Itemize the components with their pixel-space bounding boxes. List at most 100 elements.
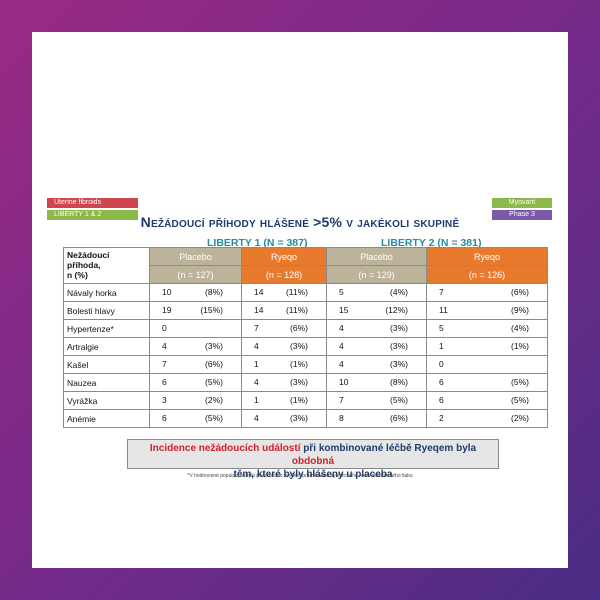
count-value: 10 [339,377,349,387]
note-line2: těm, které byly hlášeny u placeba [233,469,393,480]
table-row: Anémie 6 (5%) 4 (3%) 8 (6%) 2 (2%) [63,409,548,428]
row-label: Nauzea [63,373,150,392]
value-cell: 1 (1%) [241,355,327,374]
value-cell: 6 (5%) [149,409,242,428]
count-value: 0 [439,359,444,369]
slide: Uterine fibroids LIBERTY 1 & 2 Myovant P… [32,32,568,568]
percent-value: (3%) [390,359,408,369]
percent-value: (3%) [390,323,408,333]
count-value: 4 [254,377,259,387]
summary-note: Incidence nežádoucích událostí při kombi… [127,439,499,480]
count-value: 1 [254,395,259,405]
value-cell: 14 (11%) [241,283,327,302]
percent-value: (1%) [290,395,308,405]
percent-value: (15%) [200,305,223,315]
table-row: Artralgie 4 (3%) 4 (3%) 4 (3%) 1 (1%) [63,337,548,356]
note-part1: Incidence nežádoucích událostí [149,443,301,454]
group-name-ryeqo-1: Ryeqo [241,247,327,266]
value-cell: 4 (3%) [326,355,427,374]
table-row: Bolesti hlavy 19 (15%) 14 (11%) 15 (12%) 11 (9%) [63,301,548,320]
liberty2-heading: LIBERTY 2 (N = 381) [381,237,482,249]
count-value: 3 [162,395,167,405]
percent-value: (4%) [390,287,408,297]
percent-value: (3%) [290,341,308,351]
count-value: 7 [162,359,167,369]
row-label: Anémie [63,409,150,428]
value-cell: 5 (4%) [326,283,427,302]
count-value: 7 [254,323,259,333]
count-value: 5 [339,287,344,297]
row-label: Bolesti hlavy [63,301,150,320]
value-cell: 10 (8%) [326,373,427,392]
count-value: 11 [439,305,448,315]
phase-tag: Phase 3 [492,210,552,220]
percent-value: (9%) [511,305,529,315]
value-cell: 19 (15%) [149,301,242,320]
header-label-cell: Nežádoucí příhoda, n (%) [63,247,150,284]
liberty1-heading: LIBERTY 1 (N = 387) [207,237,308,249]
count-value: 8 [339,413,344,423]
percent-value: (1%) [290,359,308,369]
percent-value: (1%) [511,341,529,351]
percent-value: (3%) [290,413,308,423]
value-cell: 15 (12%) [326,301,427,320]
row-label: Artralgie [63,337,150,356]
count-value: 7 [439,287,444,297]
value-cell: 8 (6%) [326,409,427,428]
value-cell: 7 (5%) [326,391,427,410]
value-cell: 5 (4%) [426,319,548,338]
value-cell: 11 (9%) [426,301,548,320]
header-label-line: Nežádoucí [67,250,110,260]
percent-value: (5%) [205,377,223,387]
value-cell: 4 (3%) [241,409,327,428]
row-label: Vyrážka [63,391,150,410]
value-cell: 6 (5%) [426,391,548,410]
value-cell: 6 (5%) [149,373,242,392]
value-cell: 4 (3%) [326,337,427,356]
count-value: 1 [439,341,444,351]
count-value: 2 [439,413,444,423]
header-label-line: n (%) [67,270,88,280]
percent-value: (6%) [290,323,308,333]
group-name-placebo-1: Placebo [149,247,242,266]
value-cell: 0 [426,355,548,374]
table-row: Vyrážka 3 (2%) 1 (1%) 7 (5%) 6 (5%) [63,391,548,410]
percent-value: (3%) [205,341,223,351]
table-row: Kašel 7 (6%) 1 (1%) 4 (3%) 0 [63,355,548,374]
percent-value: (3%) [390,341,408,351]
value-cell: 10 (8%) [149,283,242,302]
group-n-ryeqo-1: (n = 128) [241,265,327,284]
liberty-tag: LIBERTY 1 & 2 [47,210,138,220]
group-name-placebo-2: Placebo [326,247,427,266]
table-row: Hypertenze* 0 7 (6%) 4 (3%) 5 (4%) [63,319,548,338]
count-value: 19 [162,305,172,315]
count-value: 5 [439,323,444,333]
value-cell: 7 (6%) [426,283,548,302]
myovant-tag: Myovant [492,198,552,208]
note-part3: obdobná [291,456,335,467]
percent-value: (5%) [511,377,529,387]
count-value: 0 [162,323,167,333]
percent-value: (6%) [205,359,223,369]
row-label: Hypertenze* [63,319,150,338]
adverse-events-table: Nežádoucí příhoda, n (%) Placebo Ryeqo P… [63,247,548,428]
percent-value: (5%) [205,413,223,423]
percent-value: (11%) [285,287,308,297]
percent-value: (5%) [390,395,408,405]
header-label-line: příhoda, [67,260,101,270]
count-value: 6 [439,377,444,387]
value-cell: 0 [149,319,242,338]
value-cell: 4 (3%) [149,337,242,356]
count-value: 4 [339,323,344,333]
percent-value: (8%) [205,287,223,297]
count-value: 14 [254,305,264,315]
value-cell: 14 (11%) [241,301,327,320]
count-value: 14 [254,287,264,297]
row-label: Kašel [63,355,150,374]
count-value: 7 [339,395,344,405]
percent-value: (2%) [511,413,529,423]
count-value: 10 [162,287,172,297]
percent-value: (2%) [205,395,223,405]
count-value: 4 [162,341,167,351]
count-value: 4 [254,413,259,423]
